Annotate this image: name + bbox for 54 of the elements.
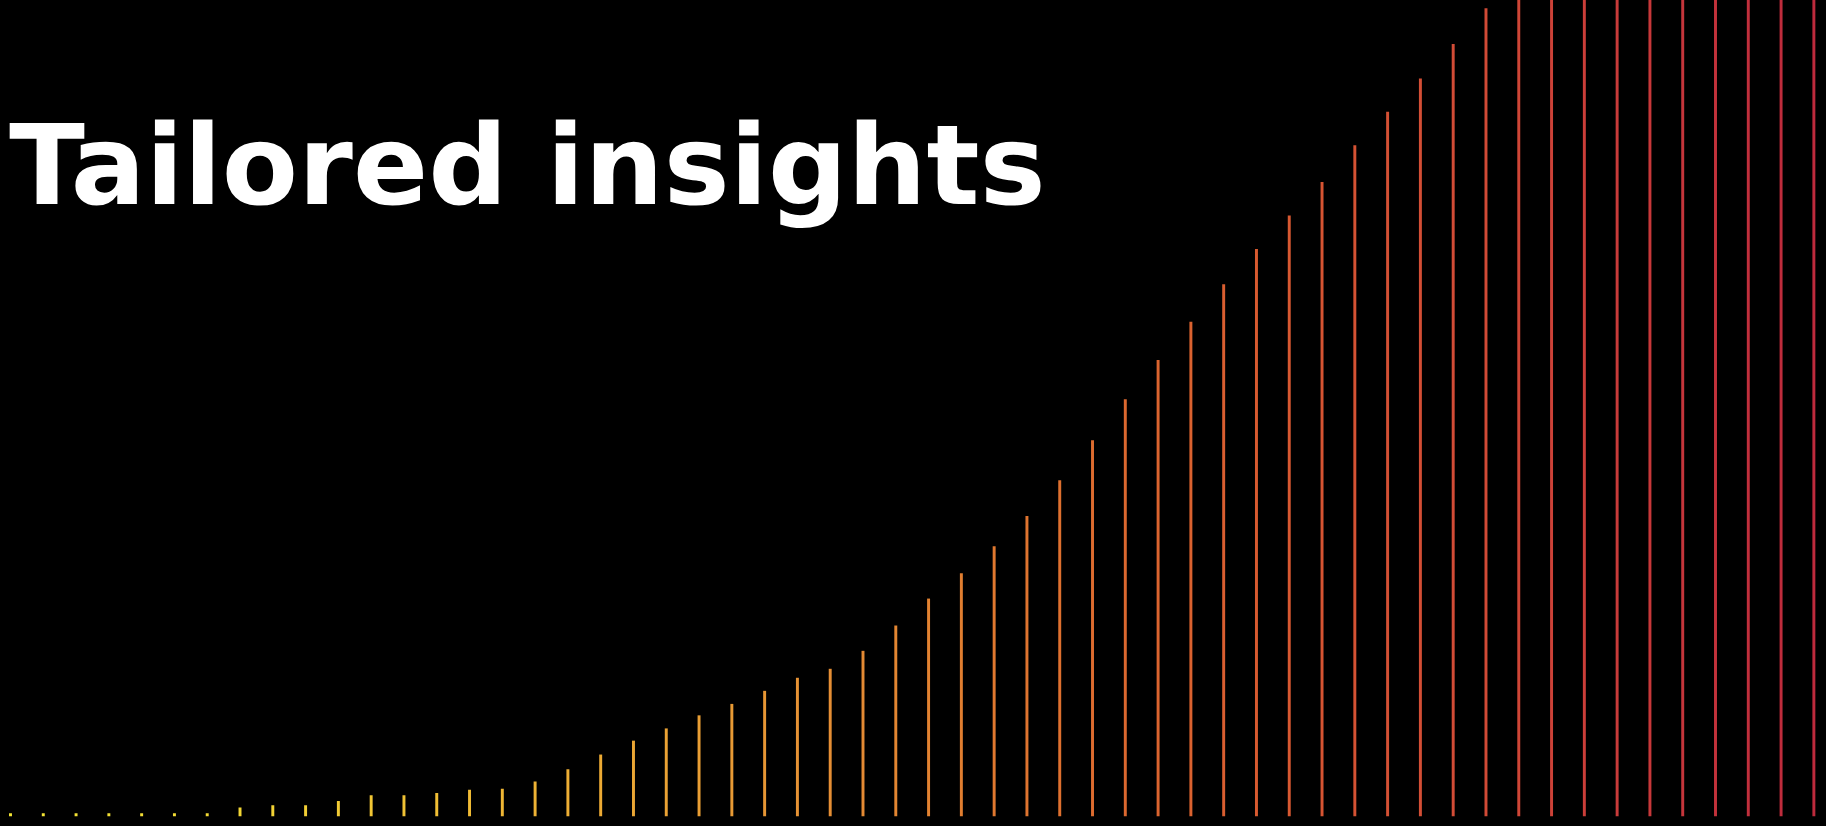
bar bbox=[730, 703, 734, 817]
bar bbox=[1025, 516, 1029, 817]
bar bbox=[1582, 0, 1586, 817]
bar bbox=[1418, 78, 1422, 817]
bar bbox=[1714, 0, 1717, 817]
bar bbox=[1320, 182, 1324, 817]
bar bbox=[435, 792, 439, 817]
bar bbox=[1287, 215, 1291, 817]
bar bbox=[1550, 0, 1554, 817]
bar bbox=[140, 813, 144, 817]
bar bbox=[1648, 0, 1652, 817]
bar bbox=[697, 715, 701, 817]
bar bbox=[1123, 399, 1127, 817]
bar bbox=[500, 788, 504, 817]
bar bbox=[107, 813, 111, 817]
bar bbox=[533, 781, 537, 817]
bar bbox=[1156, 360, 1160, 817]
bar bbox=[1222, 284, 1226, 817]
bar bbox=[172, 813, 176, 817]
bar bbox=[763, 690, 767, 817]
bar bbox=[1451, 44, 1455, 817]
bar bbox=[74, 813, 78, 817]
bar bbox=[1779, 0, 1783, 817]
bar bbox=[336, 801, 340, 817]
bar bbox=[992, 546, 996, 817]
bar bbox=[795, 677, 799, 817]
bar bbox=[1058, 480, 1062, 817]
bar bbox=[632, 740, 635, 817]
bar bbox=[1812, 0, 1816, 817]
bar bbox=[468, 789, 472, 817]
bar bbox=[1091, 440, 1094, 817]
bar bbox=[664, 728, 668, 817]
bar bbox=[566, 769, 570, 817]
bar bbox=[1353, 145, 1357, 817]
bar bbox=[205, 813, 209, 817]
bar bbox=[1386, 111, 1390, 817]
bar bbox=[959, 573, 963, 817]
bar bbox=[599, 754, 603, 817]
bar bbox=[271, 805, 275, 817]
bar bbox=[894, 625, 898, 817]
bar bbox=[1746, 0, 1750, 817]
bar bbox=[304, 805, 308, 817]
bar bbox=[369, 795, 373, 817]
bar bbox=[402, 795, 406, 817]
bar bbox=[1189, 321, 1193, 817]
bar bbox=[41, 813, 45, 817]
bar bbox=[927, 598, 931, 817]
bar bbox=[9, 813, 12, 817]
bar bbox=[828, 668, 832, 817]
bar bbox=[1517, 0, 1521, 817]
bar bbox=[1615, 0, 1619, 817]
bar bbox=[1681, 0, 1685, 817]
text: Tailored insights bbox=[9, 119, 1041, 228]
bar bbox=[1254, 249, 1258, 817]
